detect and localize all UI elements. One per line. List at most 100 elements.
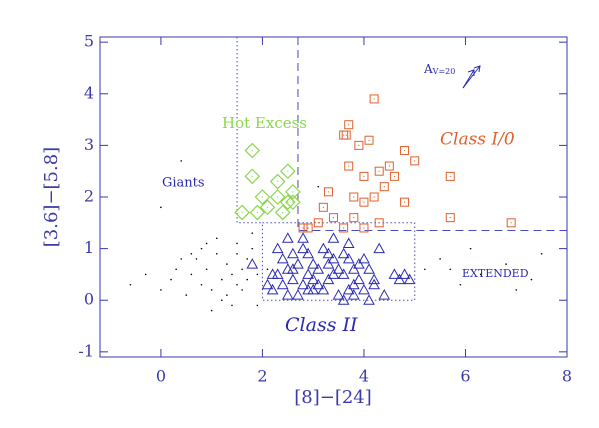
y-tick-label: 5 xyxy=(84,32,94,51)
square-center xyxy=(332,217,335,219)
point xyxy=(259,199,276,216)
point xyxy=(281,289,294,300)
point xyxy=(281,232,294,243)
point xyxy=(297,242,309,254)
square-marker xyxy=(341,130,351,140)
point xyxy=(379,182,389,192)
point xyxy=(332,263,345,274)
square-center xyxy=(348,165,350,167)
point xyxy=(479,273,482,276)
point xyxy=(505,263,507,265)
square-marker xyxy=(323,187,333,197)
square-marker xyxy=(374,218,384,228)
point xyxy=(354,140,364,150)
point xyxy=(540,252,543,255)
square-marker xyxy=(354,140,364,150)
point xyxy=(342,237,355,248)
square-marker xyxy=(369,192,379,202)
square-center xyxy=(363,175,365,177)
square-center xyxy=(327,191,330,193)
annotation: AV=20 xyxy=(423,62,455,77)
point xyxy=(384,161,394,171)
point xyxy=(261,278,274,290)
point xyxy=(445,213,455,223)
region-label: Giants xyxy=(162,176,205,191)
point xyxy=(302,247,314,259)
point xyxy=(215,252,218,255)
point xyxy=(144,273,147,276)
point xyxy=(337,247,350,259)
square-marker xyxy=(364,135,374,145)
diamond-center xyxy=(287,170,289,172)
point xyxy=(337,268,350,279)
point xyxy=(403,273,416,285)
point xyxy=(389,171,399,181)
point xyxy=(205,268,208,271)
x-tick-label: 2 xyxy=(257,367,267,386)
square-marker xyxy=(379,182,389,192)
point xyxy=(353,273,365,285)
point xyxy=(318,202,328,212)
diamond-center xyxy=(287,201,289,203)
point xyxy=(530,278,533,281)
point xyxy=(424,268,426,271)
diamond-center xyxy=(251,149,253,152)
point xyxy=(307,258,320,269)
diamond-marker xyxy=(285,194,301,211)
point xyxy=(246,258,259,269)
point xyxy=(251,247,254,250)
x-tick-label: 4 xyxy=(359,367,369,386)
point xyxy=(236,283,238,286)
square-marker xyxy=(369,94,379,104)
point xyxy=(266,268,269,271)
point xyxy=(285,183,301,200)
point xyxy=(342,252,355,264)
point xyxy=(292,258,304,269)
square-marker xyxy=(506,218,516,228)
diamond-center xyxy=(292,201,294,203)
point xyxy=(205,242,208,245)
square-marker xyxy=(445,171,455,181)
point xyxy=(337,294,350,305)
y-tick-label: 4 xyxy=(84,83,94,102)
point xyxy=(200,283,203,286)
point xyxy=(327,252,340,264)
point xyxy=(303,223,313,233)
point xyxy=(353,258,365,269)
point xyxy=(279,194,296,211)
annotation-main: A xyxy=(423,62,433,76)
point xyxy=(175,268,177,271)
point xyxy=(398,268,411,279)
y-tick-label: -1 xyxy=(78,341,94,360)
point xyxy=(410,156,420,166)
point xyxy=(302,268,314,279)
point xyxy=(185,294,188,296)
point xyxy=(292,289,304,300)
x-tick-label: 0 xyxy=(156,367,166,386)
region-label: Hot Excess xyxy=(222,114,307,132)
square-center xyxy=(348,124,350,126)
point xyxy=(313,218,323,228)
point xyxy=(506,218,516,228)
x-axis-title: [8]−[24] xyxy=(294,387,372,408)
diamond-center xyxy=(261,196,264,198)
square-marker xyxy=(349,213,359,223)
diamond-center xyxy=(256,211,258,214)
point xyxy=(349,192,359,202)
diamond-marker xyxy=(234,204,250,221)
point xyxy=(469,247,472,250)
point xyxy=(231,304,233,307)
square-center xyxy=(449,217,451,219)
point xyxy=(266,283,279,295)
square-center xyxy=(510,222,512,224)
square-center xyxy=(322,206,324,208)
diamond-marker xyxy=(244,142,261,159)
point xyxy=(298,223,308,233)
square-center xyxy=(368,139,370,141)
x-tick-label: 6 xyxy=(460,367,470,386)
diamond-center xyxy=(292,191,294,193)
point xyxy=(236,242,238,245)
square-center xyxy=(388,165,390,167)
point xyxy=(344,120,354,130)
point xyxy=(332,289,345,300)
